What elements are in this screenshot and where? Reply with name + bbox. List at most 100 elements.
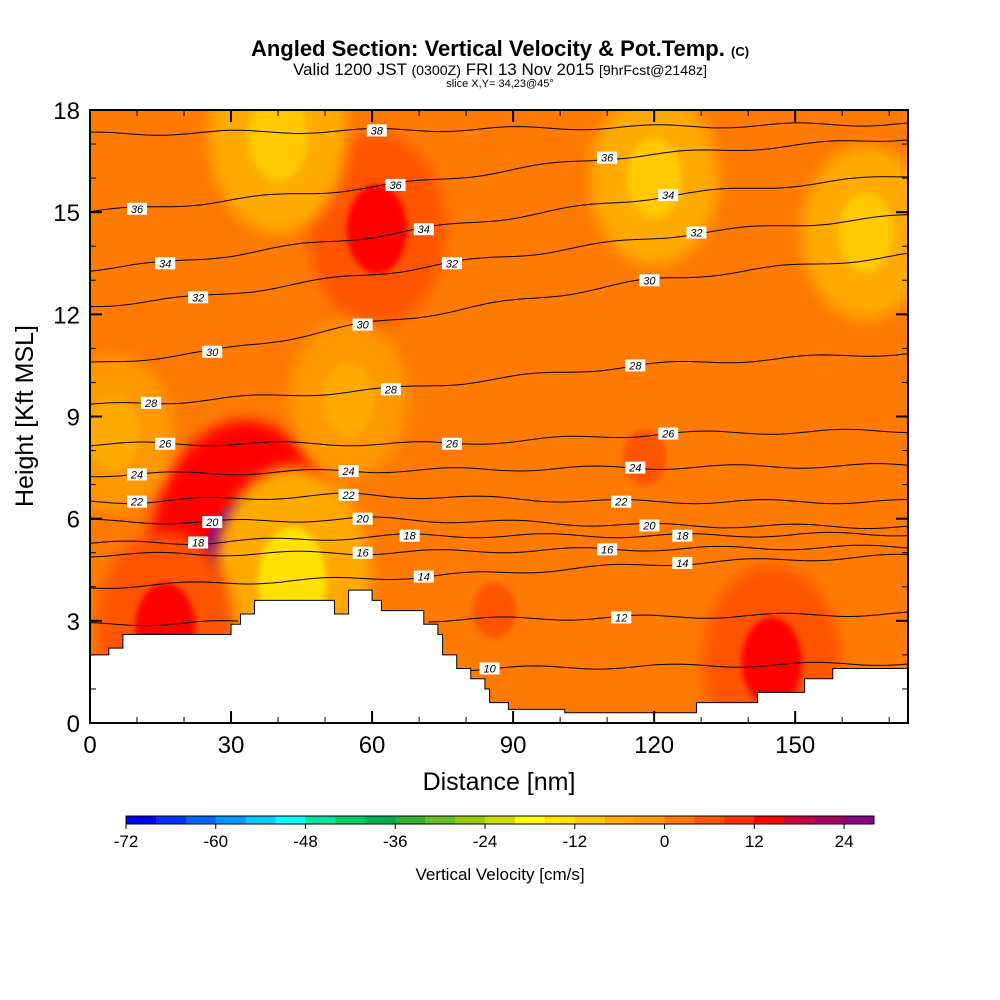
contour-label-text: 30 — [206, 347, 219, 359]
colorbar-tick-label: -60 — [203, 832, 228, 851]
contour-label-text: 20 — [205, 517, 219, 529]
contour-label: 30 — [352, 318, 373, 332]
contour-label-box — [479, 662, 500, 675]
colorbar-swatch — [814, 816, 845, 824]
contour-label-text: 30 — [643, 275, 656, 287]
contour-label-text: 22 — [341, 490, 354, 502]
contour-label-text: 32 — [446, 258, 458, 270]
theta-contour-18 — [90, 531, 908, 546]
contour-label-box — [639, 519, 660, 532]
colorbar-tick-label: -48 — [293, 832, 318, 851]
y-tick-label: 9 — [67, 405, 80, 432]
contour-label-text: 18 — [676, 531, 689, 543]
contour-label: 24 — [625, 461, 646, 475]
colorbar-swatch — [455, 816, 486, 824]
updraft-core — [741, 617, 802, 707]
colorbar-swatch — [365, 816, 396, 824]
contour-label-box — [413, 570, 434, 583]
contour-label: 22 — [127, 495, 148, 509]
contour-label: 38 — [366, 124, 387, 137]
contour-label: 22 — [611, 495, 632, 509]
contour-label-box — [625, 359, 646, 372]
theta-contour-14 — [90, 553, 908, 589]
contour-label-text: 32 — [192, 292, 204, 304]
contour-label-text: 32 — [690, 228, 702, 240]
contour-label: 18 — [399, 529, 420, 543]
contour-label-box — [202, 345, 223, 358]
contour-label-text: 24 — [341, 466, 354, 478]
contour-label-text: 12 — [615, 612, 627, 624]
theta-contour-16 — [90, 544, 908, 558]
contour-label: 10 — [479, 662, 500, 676]
downdraft-core — [322, 363, 375, 436]
contour-label: 24 — [338, 464, 359, 478]
contour-label-box — [385, 178, 406, 191]
contour-label: 28 — [380, 383, 401, 396]
contour-label-text: 26 — [445, 439, 459, 451]
contour-label-text: 28 — [144, 398, 158, 410]
contour-label-text: 20 — [356, 514, 370, 526]
contour-label: 34 — [658, 189, 679, 202]
chart-slice-label: slice X,Y= 34,23@45° — [446, 78, 554, 90]
contour-label-text: 38 — [371, 125, 384, 137]
y-tick-label: 15 — [53, 200, 80, 227]
x-tick-label: 150 — [775, 732, 815, 759]
colorbar-swatch — [694, 816, 725, 824]
contour-label-text: 20 — [642, 520, 656, 532]
contour-label-text: 14 — [418, 572, 430, 584]
x-tick-label: 0 — [83, 732, 96, 759]
colorbar-label: Vertical Velocity [cm/s] — [415, 865, 584, 884]
contour-label: 18 — [188, 536, 209, 550]
contour-label-box — [188, 536, 209, 549]
contour-label-text: 36 — [131, 204, 144, 216]
contour-label-text: 24 — [628, 463, 641, 475]
contour-label: 20 — [639, 519, 660, 532]
contour-label-box — [597, 151, 618, 164]
colorbar-tick-label: -36 — [383, 832, 408, 851]
contour-label-box — [127, 495, 148, 508]
contour-label-box — [366, 124, 387, 137]
contour-label: 34 — [155, 257, 176, 270]
contour-label-box — [188, 291, 209, 304]
colorbar-swatch — [844, 816, 875, 824]
contour-label-box — [672, 556, 693, 569]
contour-label: 32 — [686, 226, 707, 240]
y-tick-label: 12 — [53, 302, 80, 329]
contour-label-text: 36 — [389, 180, 402, 192]
colorbar-swatch — [544, 816, 576, 824]
contour-label-text: 18 — [404, 531, 417, 543]
velocity-feature-peak — [274, 551, 310, 609]
contour-label-box — [352, 512, 373, 525]
colorbar-swatch — [335, 816, 366, 824]
colorbar-swatch — [664, 816, 695, 824]
colorbar-swatch — [185, 816, 217, 824]
x-tick-label: 30 — [218, 732, 245, 759]
contour-label-box — [155, 257, 176, 270]
contour-label-text: 26 — [158, 439, 172, 451]
contour-label-text: 26 — [661, 429, 675, 441]
contour-label-text: 28 — [384, 384, 398, 396]
theta-contour-22 — [90, 492, 908, 505]
x-tick-label: 90 — [500, 732, 527, 759]
x-tick-label: 60 — [359, 732, 386, 759]
contour-label-box — [441, 257, 462, 270]
contour-label: 36 — [385, 178, 406, 192]
chart-subtitle-valid: Valid 1200 JST (0300Z) FRI 13 Nov 2015 [… — [292, 60, 708, 79]
colorbar-swatch — [604, 816, 636, 824]
colorbar: -72 -60 -48 -36 -24 -12 0 12 24 — [114, 815, 875, 851]
colorbar-tick-label: -24 — [473, 832, 498, 851]
contour-label-text: 18 — [192, 538, 205, 550]
contour-label-box — [639, 274, 660, 287]
contour-label-text: 34 — [662, 190, 674, 202]
contour-label-box — [597, 543, 618, 556]
contour-label-box — [658, 427, 679, 440]
theta-contour-28 — [90, 353, 908, 405]
colorbar-frame — [125, 815, 875, 825]
downdraft-core — [626, 137, 683, 219]
contour-label-box — [155, 437, 176, 450]
contour-label-text: 22 — [130, 497, 143, 509]
colorbar-swatch — [784, 816, 815, 824]
contour-label: 32 — [188, 291, 209, 304]
downdraft-core — [837, 192, 894, 273]
